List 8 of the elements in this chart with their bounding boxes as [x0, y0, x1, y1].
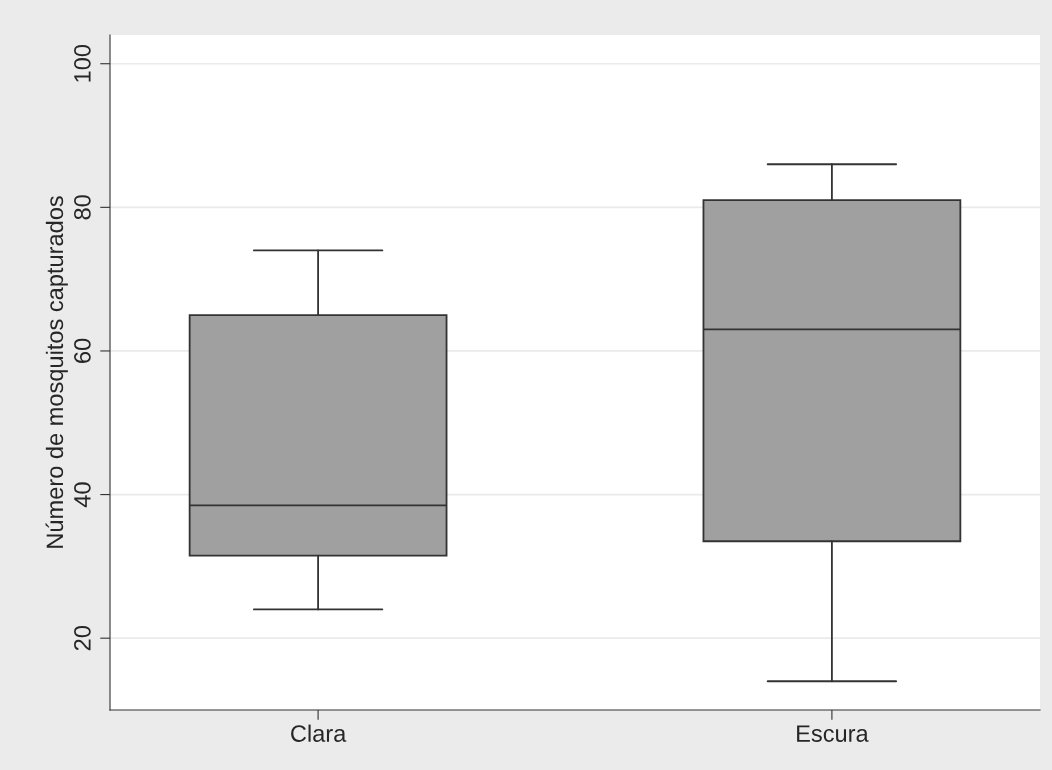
y-tick-label: 40 [74, 482, 91, 508]
y-tick-label: 60 [74, 338, 91, 363]
y-tick-label: 100 [74, 44, 91, 82]
x-tick-label: Clara [291, 724, 347, 742]
y-tick-label: 80 [74, 195, 91, 220]
y-tick-label: 20 [74, 625, 91, 651]
y-axis-title: Número de mosquitos capturados [45, 196, 68, 548]
x-tick-label: Escura [797, 725, 869, 742]
